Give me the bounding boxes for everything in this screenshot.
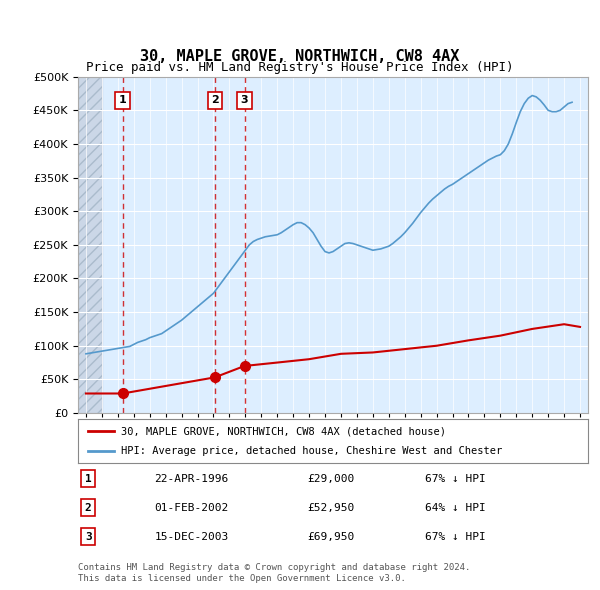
Bar [78, 77, 102, 413]
Text: £69,950: £69,950 [308, 532, 355, 542]
Text: 67% ↓ HPI: 67% ↓ HPI [425, 474, 485, 484]
Text: 67% ↓ HPI: 67% ↓ HPI [425, 532, 485, 542]
Text: 22-APR-1996: 22-APR-1996 [155, 474, 229, 484]
Text: £29,000: £29,000 [308, 474, 355, 484]
Text: 30, MAPLE GROVE, NORTHWICH, CW8 4AX: 30, MAPLE GROVE, NORTHWICH, CW8 4AX [140, 48, 460, 64]
Text: Price paid vs. HM Land Registry's House Price Index (HPI): Price paid vs. HM Land Registry's House … [86, 61, 514, 74]
Text: 1: 1 [119, 95, 127, 105]
Text: Contains HM Land Registry data © Crown copyright and database right 2024.
This d: Contains HM Land Registry data © Crown c… [78, 563, 470, 583]
Text: 64% ↓ HPI: 64% ↓ HPI [425, 503, 485, 513]
Text: HPI: Average price, detached house, Cheshire West and Chester: HPI: Average price, detached house, Ches… [121, 446, 503, 455]
Text: 30, MAPLE GROVE, NORTHWICH, CW8 4AX (detached house): 30, MAPLE GROVE, NORTHWICH, CW8 4AX (det… [121, 427, 446, 436]
Text: 2: 2 [85, 503, 92, 513]
Text: 1: 1 [85, 474, 92, 484]
Text: £52,950: £52,950 [308, 503, 355, 513]
Text: 15-DEC-2003: 15-DEC-2003 [155, 532, 229, 542]
Text: 01-FEB-2002: 01-FEB-2002 [155, 503, 229, 513]
Text: 3: 3 [241, 95, 248, 105]
Text: 2: 2 [211, 95, 218, 105]
Text: 3: 3 [85, 532, 92, 542]
Bar [78, 77, 102, 413]
